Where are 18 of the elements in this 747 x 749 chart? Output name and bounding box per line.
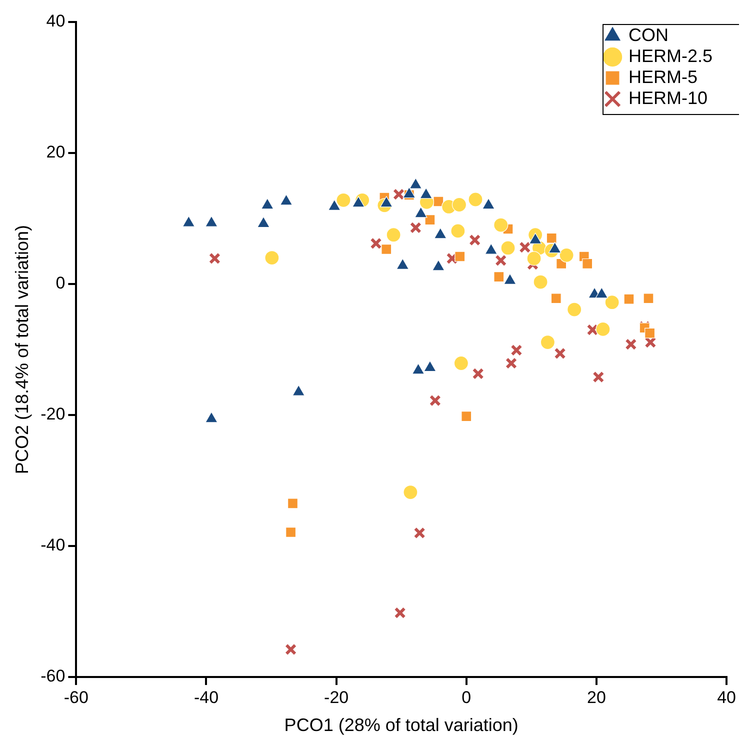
y-tick-label: -20	[40, 404, 66, 424]
x-tick-label: 40	[717, 688, 736, 707]
legend-label: HERM-10	[628, 88, 708, 108]
x-tick-label: 0	[462, 688, 472, 707]
y-tick-label: -40	[40, 536, 66, 555]
x-tick-label: -40	[194, 688, 219, 707]
x-tick-label: -60	[64, 688, 88, 707]
legend-label: CON	[628, 24, 669, 45]
y-tick-label: 20	[46, 142, 66, 162]
x-axis-title: PCO1 (28% of total variation)	[284, 715, 518, 736]
y-axis-title: PCO2 (18.4% of total variation)	[12, 224, 32, 474]
y-tick-label: 0	[56, 274, 66, 293]
legend-label: HERM-2.5	[628, 46, 713, 66]
y-tick-label: -60	[40, 666, 66, 686]
legend-label: HERM-5	[628, 66, 698, 87]
x-tick-label: -20	[324, 688, 349, 707]
y-tick-label: 40	[46, 12, 66, 31]
x-tick-label: 20	[587, 688, 606, 707]
